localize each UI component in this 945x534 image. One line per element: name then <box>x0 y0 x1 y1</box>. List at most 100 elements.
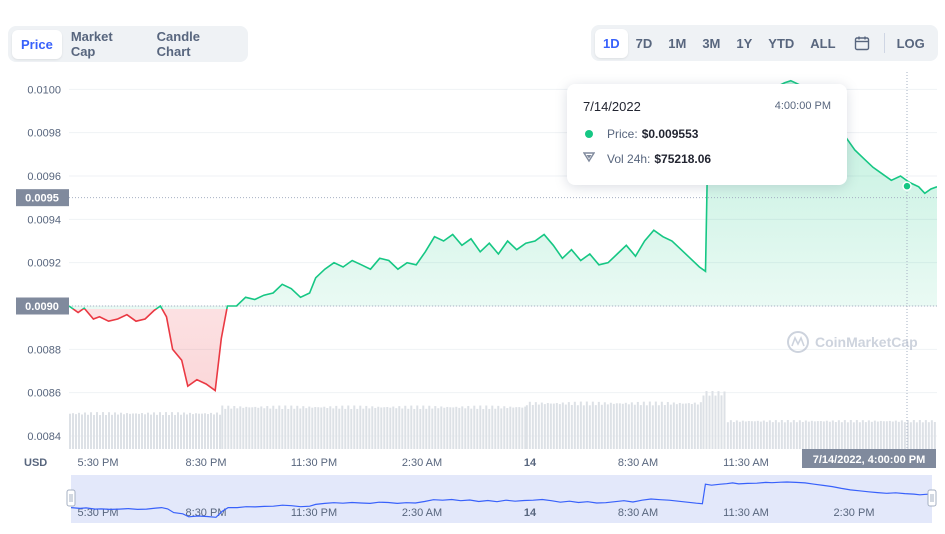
volume-bar <box>96 412 98 449</box>
volume-bar <box>855 420 858 449</box>
navigator-left-handle[interactable] <box>66 489 76 507</box>
volume-bar <box>834 422 837 449</box>
tooltip-volume-row: Vol 24h: $75218.06 <box>582 151 711 166</box>
volume-bar <box>524 406 527 449</box>
volume-bar <box>446 406 449 449</box>
range-1d[interactable]: 1D <box>595 28 628 58</box>
range-1y[interactable]: 1Y <box>736 35 753 51</box>
volume-bar <box>537 404 540 449</box>
volume-bar <box>87 414 89 449</box>
x-tick-label: 8:30 AM <box>618 457 658 469</box>
volume-bar <box>696 404 699 449</box>
x-tick-label: 2:30 AM <box>402 457 442 469</box>
volume-bar <box>272 405 275 449</box>
range-ytd[interactable]: YTD <box>768 35 795 51</box>
tooltip-date: 7/14/2022 <box>583 99 641 114</box>
coinmarketcap-logo-icon <box>787 331 809 353</box>
calendar-icon[interactable] <box>848 33 876 53</box>
range-all[interactable]: ALL <box>810 35 836 51</box>
volume-bar <box>870 421 873 449</box>
volume-bar <box>750 421 753 449</box>
volume-bar <box>741 420 744 449</box>
volume-bar <box>843 420 846 449</box>
currency-label: USD <box>24 457 47 469</box>
navigator-tick-label: 11:30 PM <box>291 507 337 519</box>
volume-bar <box>201 413 203 449</box>
volume-bar <box>702 395 705 449</box>
volume-bar <box>84 412 86 449</box>
log-scale-button[interactable]: LOG <box>896 35 925 51</box>
navigator[interactable]: 5:30 PM 8:30 PM 11:30 PM 2:30 AM 14 8:30 AM 11… <box>66 475 937 523</box>
volume-bar <box>633 404 636 449</box>
volume-bar <box>789 422 792 449</box>
volume-bar <box>458 407 461 449</box>
volume-bar <box>900 420 903 449</box>
volume-bar <box>822 421 825 449</box>
range-1m[interactable]: 1M <box>668 35 687 51</box>
volume-bar <box>347 405 350 449</box>
volume-bar <box>470 408 473 449</box>
volume-bar <box>398 406 401 449</box>
volume-bar <box>660 401 663 449</box>
volume-bar <box>437 408 440 449</box>
range-3m[interactable]: 3M <box>702 35 721 51</box>
tab-candle-chart[interactable]: Candle Chart <box>156 29 201 59</box>
volume-bar <box>260 406 263 449</box>
volume-bar <box>162 415 164 449</box>
volume-bar <box>735 420 738 449</box>
volume-bar <box>828 421 831 449</box>
volume-bar <box>804 420 807 449</box>
navigator-window[interactable] <box>71 475 932 523</box>
volume-bar <box>621 403 624 449</box>
volume-bar <box>144 414 146 449</box>
price-dot-icon <box>585 130 593 138</box>
volume-bar <box>687 403 690 449</box>
tab-market-cap[interactable]: Market Cap <box>70 29 113 59</box>
svg-text:7/14/2022, 4:00:00 PM: 7/14/2022, 4:00:00 PM <box>813 454 926 466</box>
volume-bar <box>672 402 675 449</box>
volume-bar <box>443 407 446 449</box>
volume-bar <box>528 401 531 449</box>
volume-bar <box>305 408 308 449</box>
volume-bar <box>771 422 774 449</box>
volume-bar <box>69 413 71 449</box>
volume-bar <box>717 391 720 449</box>
svg-text:0.0090: 0.0090 <box>25 301 59 313</box>
range-7d[interactable]: 7D <box>635 35 653 51</box>
volume-bar <box>506 408 509 449</box>
volume-bar <box>927 422 930 449</box>
volume-bar <box>606 404 609 449</box>
volume-bar <box>81 414 83 449</box>
volume-bar <box>407 408 410 449</box>
volume-bar <box>72 413 74 449</box>
tab-price[interactable]: Price <box>12 29 62 59</box>
volume-bar <box>449 407 452 449</box>
volume-bar <box>762 420 765 449</box>
volume-bar <box>230 408 233 449</box>
volume-bar <box>227 405 230 449</box>
volume-bar <box>455 406 458 449</box>
volume-bar <box>248 407 251 449</box>
volume-bar <box>912 420 915 449</box>
volume-bar <box>189 412 191 449</box>
volume-bar <box>558 404 561 449</box>
volume-bar <box>467 405 470 449</box>
volume-bar <box>681 403 684 449</box>
volume-bar <box>840 422 843 449</box>
volume-bar <box>552 403 555 449</box>
volume-bar <box>675 404 678 449</box>
cursor-dot <box>902 181 912 191</box>
volume-bar <box>153 412 155 449</box>
volume-bar <box>690 404 693 449</box>
price-line-up <box>69 79 937 309</box>
volume-bar <box>138 413 140 449</box>
volume-bar <box>120 412 122 449</box>
volume-bar <box>897 421 900 449</box>
navigator-right-handle[interactable] <box>927 489 937 507</box>
volume-bar <box>245 406 248 449</box>
volume-bar <box>726 422 729 449</box>
volume-bar <box>930 420 933 449</box>
navigator-tick-label: 2:30 PM <box>834 507 875 519</box>
volume-bar <box>699 402 702 449</box>
